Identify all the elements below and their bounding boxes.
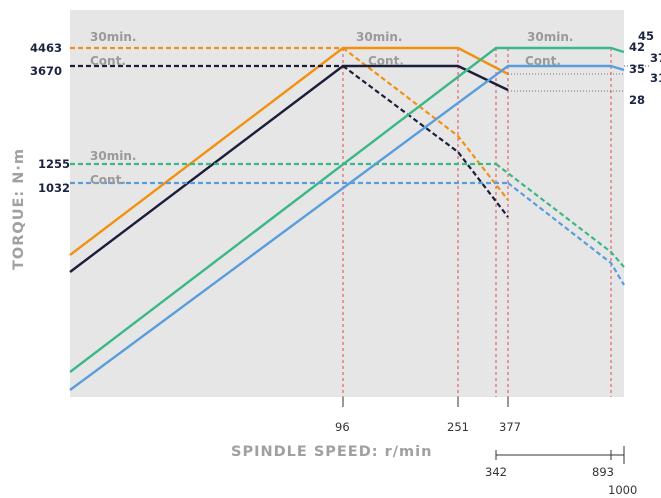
y-right-tick-28: 28 — [629, 93, 645, 107]
annotation-cont-right: Cont. — [525, 54, 561, 68]
y-axis-title: TORQUE: N·m — [11, 148, 27, 270]
y-tick-3670: 3670 — [30, 64, 62, 78]
y-right-tick-45: 45 — [638, 29, 654, 43]
annotation-30min-mid: 30min. — [356, 30, 402, 44]
annotation-30min-right: 30min. — [527, 30, 573, 44]
y-tick-4463: 4463 — [30, 41, 62, 55]
y-right-tick-35: 35 — [629, 62, 645, 76]
y-right-tick-42: 42 — [629, 40, 645, 54]
annotation-cont-navy: Cont. — [90, 54, 126, 68]
series-blue-dashed-line — [507, 182, 625, 286]
series-orange-solid-line — [69, 46, 509, 256]
series-navy-solid-line — [69, 64, 509, 273]
x-secondary-tick-893: 893 — [592, 465, 614, 479]
annotation-cont-blue: Cont. — [90, 173, 126, 187]
x-tick-96: 96 — [335, 420, 350, 434]
series-orange-dashed-line — [342, 47, 509, 201]
series-green-solid-line — [69, 46, 625, 373]
annotation-30min-green: 30min. — [90, 149, 136, 163]
annotation-cont-mid: Cont. — [368, 54, 404, 68]
annotation-30min-orange: 30min. — [90, 30, 136, 44]
series-green-dashed-line — [495, 163, 625, 268]
x-secondary-tick-1000: 1000 — [608, 483, 637, 497]
series-blue-solid-line — [69, 64, 625, 391]
x-axis-title: SPINDLE SPEED: r/min — [231, 444, 432, 460]
y-tick-1032: 1032 — [38, 181, 70, 195]
y-right-tick-37: 37 — [650, 51, 661, 65]
x-secondary-tick-342: 342 — [485, 465, 507, 479]
vertical-guides — [342, 48, 612, 397]
y-tick-1255: 1255 — [38, 157, 70, 171]
x-tick-251: 251 — [447, 420, 469, 434]
series-layer — [69, 46, 625, 391]
y-right-tick-31: 31 — [650, 71, 661, 85]
x-tick-377: 377 — [499, 420, 521, 434]
